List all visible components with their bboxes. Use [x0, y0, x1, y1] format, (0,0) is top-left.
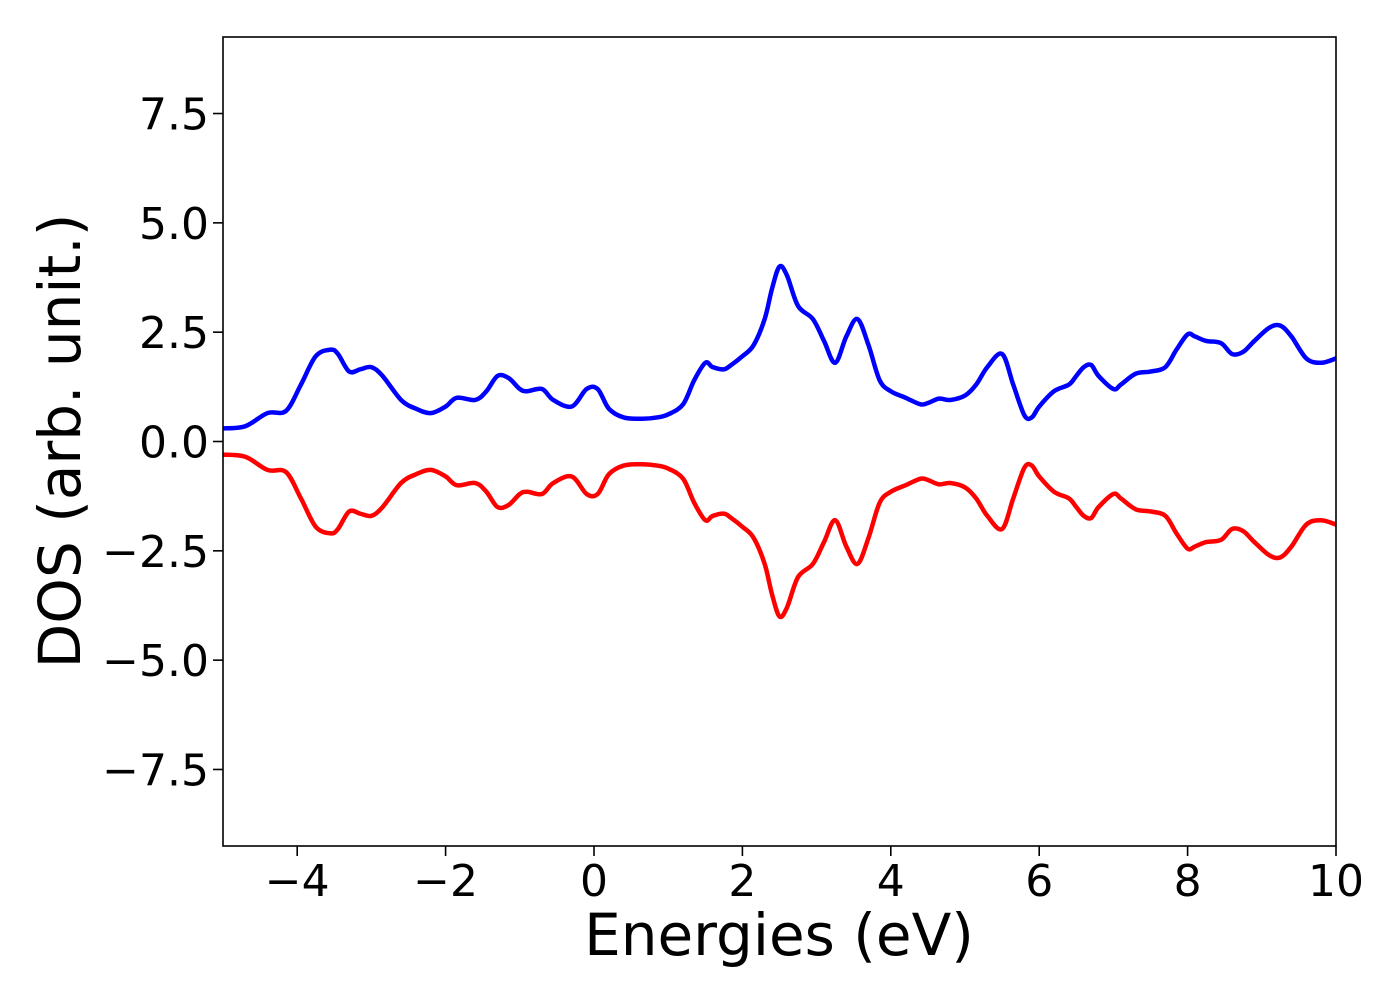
x-tick-label: −4	[265, 856, 330, 907]
plot-frame	[222, 36, 1337, 847]
y-tick-label: 7.5	[139, 90, 209, 141]
series-layer	[223, 263, 1336, 620]
x-tick-label: 10	[1308, 856, 1364, 907]
y-axis-title: DOS (arb. unit.)	[26, 214, 94, 669]
y-tick-label: −7.5	[102, 745, 209, 796]
y-tick-label: 0.0	[139, 418, 209, 469]
x-axis-title: Energies (eV)	[584, 901, 974, 969]
y-tick-label: 5.0	[139, 199, 209, 250]
x-tick-label: 8	[1174, 856, 1202, 907]
series-line-2	[223, 452, 1336, 620]
x-tick-label: −2	[413, 856, 478, 907]
y-tick-label: 2.5	[139, 308, 209, 359]
x-tick-label: 6	[1025, 856, 1053, 907]
y-axis: 7.5 5.0 2.5 0.0 −2.5 −5.0 −7.5	[102, 90, 223, 796]
x-tick-label: 2	[728, 856, 756, 907]
series-line-1	[223, 263, 1336, 431]
y-tick-label: −2.5	[102, 527, 209, 578]
x-tick-label: 4	[877, 856, 905, 907]
y-tick-label: −5.0	[102, 636, 209, 687]
x-tick-label: 0	[580, 856, 608, 907]
x-axis: −4 −2 0 2 4 6 8 10	[265, 846, 1364, 907]
